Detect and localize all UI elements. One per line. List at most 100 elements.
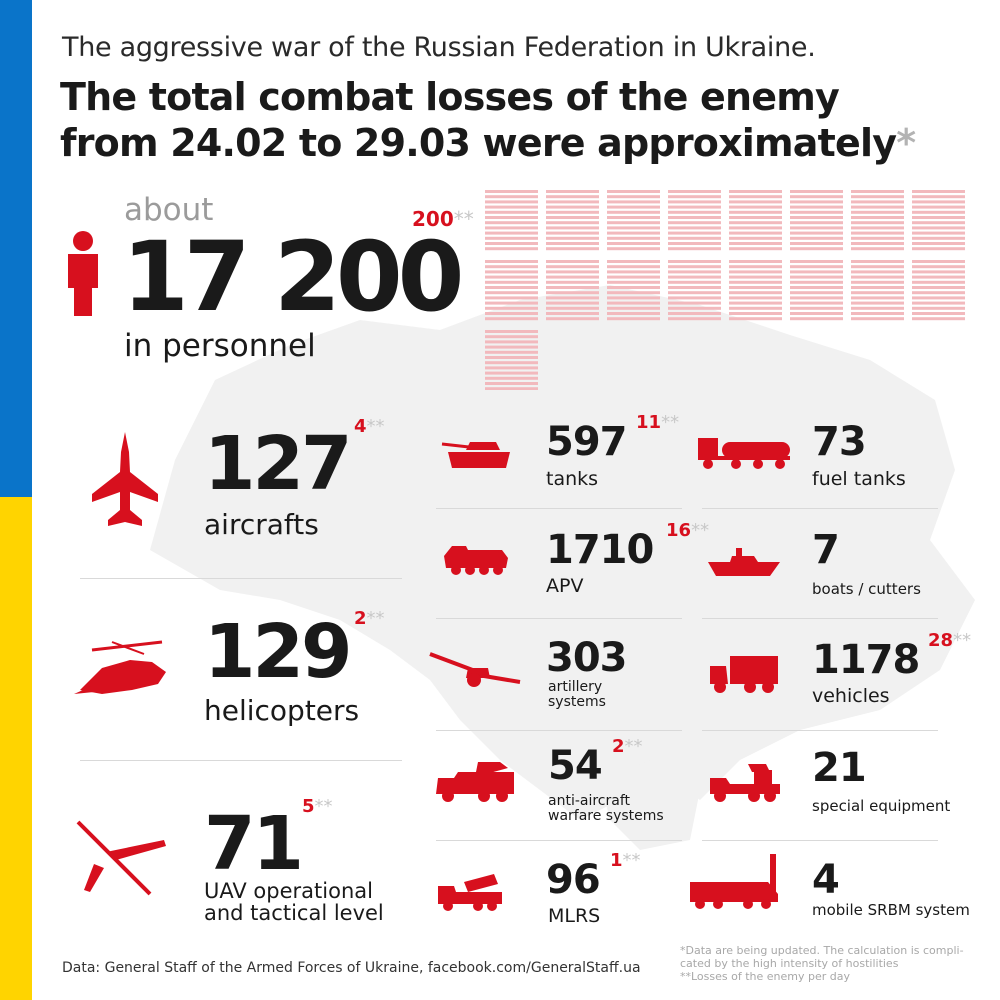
vehicle-icon bbox=[710, 656, 778, 693]
person-icon bbox=[68, 231, 98, 316]
title-line-2: from 24.02 to 29.03 were approximately bbox=[60, 121, 897, 165]
anti-aircraft-daily: 2** bbox=[612, 736, 643, 757]
mlrs-value: 96 bbox=[546, 857, 601, 903]
artillery-label-line-1: artillery bbox=[548, 679, 603, 695]
apv-value: 1710 bbox=[546, 527, 654, 573]
personnel-grid bbox=[485, 190, 965, 390]
personnel-label: in personnel bbox=[124, 328, 316, 364]
aircraft-icon bbox=[92, 432, 158, 526]
personnel-block bbox=[668, 260, 721, 321]
tanks-value: 597 bbox=[546, 419, 627, 465]
personnel-block bbox=[790, 260, 843, 321]
personnel-prefix: about bbox=[124, 192, 214, 228]
divider-right-2 bbox=[702, 618, 938, 619]
mlrs-daily: 1** bbox=[610, 850, 641, 871]
personnel-block bbox=[790, 190, 843, 251]
divider-mid-3 bbox=[436, 730, 682, 731]
data-source: Data: General Staff of the Armed Forces … bbox=[62, 960, 641, 976]
helicopters-value: 129 bbox=[204, 609, 352, 695]
vehicles-daily: 28** bbox=[928, 630, 971, 651]
flag-blue-stripe bbox=[0, 0, 32, 497]
personnel-block bbox=[912, 260, 965, 321]
divider-right-4 bbox=[702, 840, 938, 841]
artillery-value: 303 bbox=[546, 635, 627, 681]
helicopters-daily-value: 2 bbox=[354, 608, 367, 629]
srbm-label: mobile SRBM system bbox=[812, 901, 970, 919]
vehicles-daily-value: 28 bbox=[928, 630, 954, 651]
footnote-1-line-2: cated by the high intensity of hostiliti… bbox=[680, 957, 899, 970]
boats-value: 7 bbox=[812, 527, 840, 573]
mlrs-daily-value: 1 bbox=[610, 850, 623, 871]
apv-daily: 16** bbox=[666, 520, 709, 541]
mlrs-icon bbox=[438, 874, 502, 911]
aircrafts-daily: 4** bbox=[354, 416, 385, 437]
footnote-1-line-1: *Data are being updated. The calculation… bbox=[680, 944, 964, 957]
uav-daily-value: 5 bbox=[302, 796, 315, 817]
tank-icon bbox=[441, 442, 510, 468]
vehicles-daily-mark: ** bbox=[953, 630, 972, 651]
helicopters-daily-mark: ** bbox=[366, 608, 385, 629]
divider-mid-4 bbox=[436, 840, 682, 841]
uav-daily-mark: ** bbox=[314, 796, 333, 817]
personnel-value: 17 200 bbox=[122, 221, 464, 333]
apv-daily-value: 16 bbox=[666, 520, 692, 541]
personnel-block bbox=[546, 190, 599, 251]
anti-aircraft-label: anti-aircraft warfare systems bbox=[548, 794, 664, 824]
special-equipment-label: special equipment bbox=[812, 797, 951, 815]
uav-label-line-1: UAV operational bbox=[204, 879, 373, 903]
personnel-block bbox=[729, 260, 782, 321]
mlrs-label: MLRS bbox=[548, 905, 601, 927]
aircrafts-daily-value: 4 bbox=[354, 416, 367, 437]
anti-aircraft-daily-mark: ** bbox=[624, 736, 643, 757]
personnel-block bbox=[851, 190, 904, 251]
uav-value: 71 bbox=[204, 801, 304, 887]
aircrafts-value: 127 bbox=[204, 421, 352, 507]
personnel-block bbox=[607, 260, 660, 321]
aircrafts-label: aircrafts bbox=[204, 508, 319, 541]
tanks-daily-mark: ** bbox=[661, 412, 680, 433]
personnel-block bbox=[485, 190, 538, 251]
anti-aircraft-daily-value: 2 bbox=[612, 736, 625, 757]
anti-aircraft-value: 54 bbox=[548, 743, 603, 789]
footnotes: *Data are being updated. The calculation… bbox=[680, 944, 980, 983]
divider-left-1 bbox=[80, 578, 402, 579]
fuel-tanks-label: fuel tanks bbox=[812, 468, 906, 490]
anti-aircraft-label-line-2: warfare systems bbox=[548, 808, 664, 824]
divider-mid-1 bbox=[436, 508, 682, 509]
personnel-block bbox=[851, 260, 904, 321]
uav-daily: 5** bbox=[302, 796, 333, 817]
artillery-label: artillery systems bbox=[548, 680, 606, 710]
vehicles-value: 1178 bbox=[812, 637, 920, 683]
boats-label: boats / cutters bbox=[812, 580, 921, 598]
tanks-daily-value: 11 bbox=[636, 412, 662, 433]
helicopter-icon bbox=[74, 640, 166, 694]
flag-yellow-stripe bbox=[0, 497, 32, 1000]
apv-daily-mark: ** bbox=[691, 520, 710, 541]
personnel-block bbox=[912, 190, 965, 251]
anti-aircraft-label-line-1: anti-aircraft bbox=[548, 793, 631, 809]
artillery-label-line-2: systems bbox=[548, 694, 606, 710]
page-title: The total combat losses of the enemy fro… bbox=[60, 74, 960, 166]
aircrafts-daily-mark: ** bbox=[366, 416, 385, 437]
personnel-daily-mark: ** bbox=[453, 207, 474, 231]
fuel-tank-icon bbox=[698, 438, 790, 469]
apv-label: APV bbox=[546, 575, 584, 597]
srbm-value: 4 bbox=[812, 857, 840, 903]
personnel-daily-value: 200 bbox=[412, 207, 454, 231]
personnel-block bbox=[546, 260, 599, 321]
srbm-icon bbox=[690, 854, 778, 909]
divider-right-1 bbox=[702, 508, 938, 509]
title-line-1: The total combat losses of the enemy bbox=[60, 75, 840, 119]
helicopters-daily: 2** bbox=[354, 608, 385, 629]
special-equipment-value: 21 bbox=[812, 745, 867, 791]
personnel-daily: 200** bbox=[412, 207, 474, 231]
mlrs-daily-mark: ** bbox=[622, 850, 641, 871]
tanks-daily: 11** bbox=[636, 412, 679, 433]
apv-icon bbox=[444, 546, 508, 575]
uav-icon bbox=[76, 820, 166, 896]
uav-label-line-2: and tactical level bbox=[204, 901, 384, 925]
helicopters-label: helicopters bbox=[204, 694, 360, 727]
artillery-icon bbox=[429, 652, 521, 687]
divider-right-3 bbox=[702, 730, 938, 731]
boat-icon bbox=[708, 548, 780, 576]
